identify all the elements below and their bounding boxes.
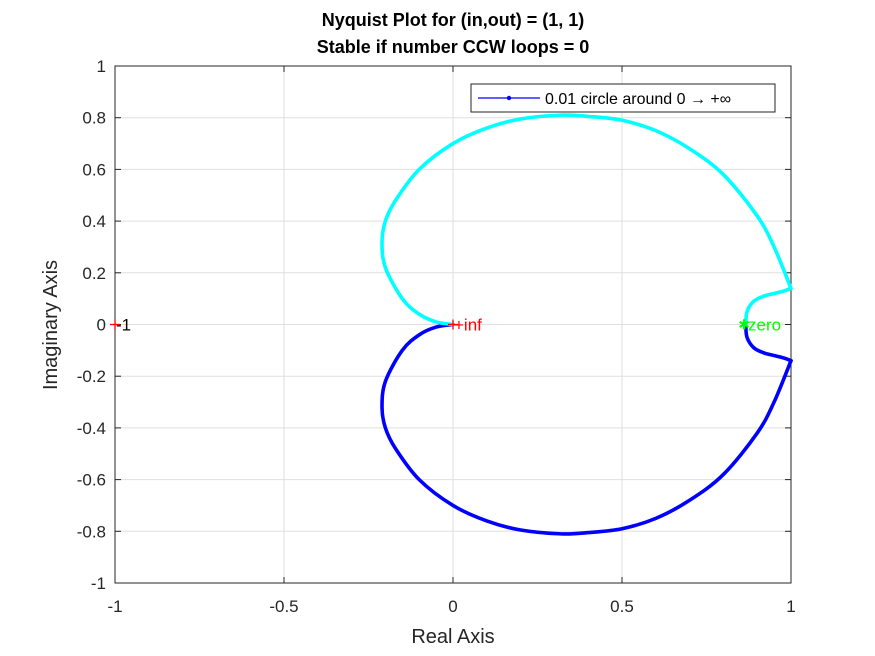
y-tick-label-8: 0.6 [82, 160, 106, 179]
series-line-3 [743, 286, 793, 327]
y-tick-label-0: -1 [91, 574, 106, 593]
y-tick-label-1: -0.8 [77, 522, 106, 541]
x-tick-label-3: 0.5 [610, 597, 634, 616]
y-tick-label-7: 0.4 [82, 212, 106, 231]
x-tick-label-1: -0.5 [269, 597, 298, 616]
y-tick-label-10: 1 [97, 57, 106, 76]
series-group [380, 113, 793, 536]
x-tick-label-2: 0 [448, 597, 457, 616]
y-tick-label-9: 0.8 [82, 109, 106, 128]
series-line-0 [743, 322, 793, 363]
annotation-label-1: +inf [454, 316, 482, 335]
y-axis-label: Imaginary Axis [40, 260, 62, 390]
legend-marker-sample [506, 95, 512, 101]
x-tick-labels: -1 -0.5 0 0.5 1 [107, 597, 795, 616]
y-tick-label-5: 0 [97, 316, 106, 335]
legend: 0.01 circle around 0 → +∞ [470, 83, 776, 113]
y-tick-label-4: -0.2 [77, 367, 106, 386]
x-axis-label: Real Axis [411, 626, 494, 648]
x-tick-label-0: -1 [107, 597, 122, 616]
x-tick-label-4: 1 [786, 597, 795, 616]
chart-title-line-1: Nyquist Plot for (in,out) = (1, 1) [322, 10, 585, 30]
y-tick-label-6: 0.2 [82, 264, 106, 283]
series-line-2 [380, 113, 793, 327]
annotation-label-2: zero [748, 316, 781, 335]
annotations-group: -1 +inf ✱zero [110, 316, 781, 335]
annotation-label-0: -1 [116, 316, 131, 335]
chart-title-line-2: Stable if number CCW loops = 0 [317, 37, 590, 57]
y-tick-label-2: -0.6 [77, 471, 106, 490]
series-line-1 [380, 322, 793, 536]
y-tick-label-3: -0.4 [77, 419, 106, 438]
annotation-marker-star-2: ✱ [738, 318, 750, 334]
legend-entry-label: 0.01 circle around 0 → +∞ [545, 91, 731, 108]
y-tick-labels: -1 -0.8 -0.6 -0.4 -0.2 0 0.2 0.4 0.6 0.8 1 [77, 57, 106, 593]
